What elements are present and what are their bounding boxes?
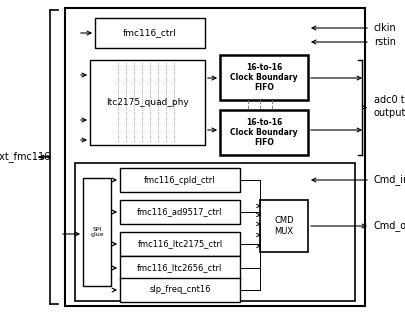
FancyBboxPatch shape <box>120 168 239 192</box>
FancyBboxPatch shape <box>126 238 245 262</box>
Text: fmc116_ctrl: fmc116_ctrl <box>123 28 177 37</box>
FancyBboxPatch shape <box>120 256 239 280</box>
Text: Cmd_out: Cmd_out <box>373 220 405 232</box>
Text: output: output <box>373 108 405 118</box>
FancyBboxPatch shape <box>220 110 307 155</box>
Text: fmc116_ltc2656_ctrl: fmc116_ltc2656_ctrl <box>137 264 222 272</box>
FancyBboxPatch shape <box>123 259 243 283</box>
FancyBboxPatch shape <box>83 178 111 286</box>
Text: adc0 to adc15: adc0 to adc15 <box>373 95 405 105</box>
Text: CMD
MUX: CMD MUX <box>273 216 293 236</box>
Text: rstin: rstin <box>373 37 395 47</box>
Text: ltc2175_quad_phy: ltc2175_quad_phy <box>106 98 188 107</box>
Text: 16-to-16
Clock Boundary
FIFO: 16-to-16 Clock Boundary FIFO <box>230 117 297 147</box>
FancyBboxPatch shape <box>120 278 239 302</box>
Text: SPI
glue: SPI glue <box>90 226 104 238</box>
FancyBboxPatch shape <box>259 200 307 252</box>
FancyBboxPatch shape <box>90 60 205 145</box>
FancyBboxPatch shape <box>120 232 239 256</box>
FancyBboxPatch shape <box>120 200 239 224</box>
FancyBboxPatch shape <box>126 262 245 286</box>
Text: slp_freq_cnt16: slp_freq_cnt16 <box>149 285 210 295</box>
Text: fmc116_cpld_ctrl: fmc116_cpld_ctrl <box>144 175 215 185</box>
Text: fmc116_ltc2175_ctrl: fmc116_ltc2175_ctrl <box>137 239 222 249</box>
FancyBboxPatch shape <box>65 8 364 306</box>
Text: Ext_fmc116: Ext_fmc116 <box>0 152 51 163</box>
FancyBboxPatch shape <box>220 55 307 100</box>
Text: 16-to-16
Clock Boundary
FIFO: 16-to-16 Clock Boundary FIFO <box>230 63 297 92</box>
FancyBboxPatch shape <box>123 235 243 259</box>
Text: fmc116_ad9517_ctrl: fmc116_ad9517_ctrl <box>137 208 222 216</box>
Text: clkin: clkin <box>373 23 396 33</box>
FancyBboxPatch shape <box>95 18 205 48</box>
FancyBboxPatch shape <box>75 163 354 301</box>
Text: Cmd_in: Cmd_in <box>373 175 405 186</box>
